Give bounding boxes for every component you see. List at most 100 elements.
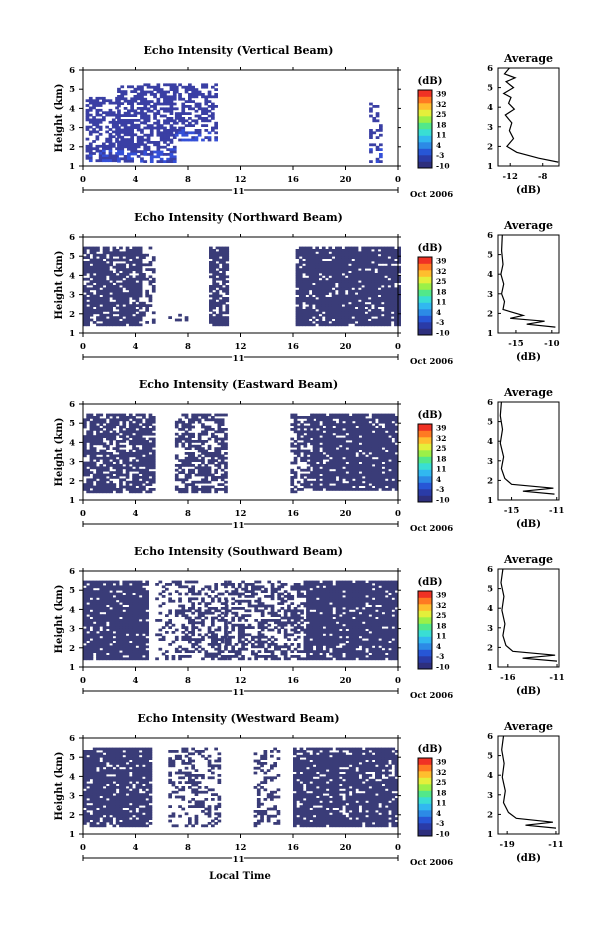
heatmap-cell (201, 119, 205, 123)
heatmap-cell (105, 159, 109, 163)
heatmap-cell (215, 282, 220, 286)
heatmap-cell (354, 287, 359, 291)
heatmap-cell (168, 316, 172, 319)
heatmap-cell (88, 147, 93, 151)
heatmap-cell (204, 430, 209, 434)
colorbar-swatch (418, 148, 432, 156)
heatmap-cell (197, 447, 202, 450)
heatmap-cell (371, 444, 376, 448)
heatmap-cell (132, 604, 136, 608)
heatmap-cell (174, 107, 179, 111)
heatmap-cell (132, 442, 136, 446)
heatmap-cell (89, 435, 94, 438)
date-label: Oct 2006 (410, 524, 453, 534)
heatmap-cell (358, 311, 362, 315)
heatmap-cell (212, 275, 216, 279)
heatmap-cell (98, 159, 103, 163)
heatmap-cell (303, 425, 308, 429)
heatmap-cell (83, 418, 87, 422)
heatmap-cell (218, 304, 223, 307)
heatmap-cell (156, 109, 161, 113)
heatmap-cell (338, 476, 343, 479)
heatmap-cell (332, 447, 337, 450)
heatmap-cell (92, 261, 97, 264)
heatmap-cell (345, 437, 350, 441)
heatmap-cell (125, 304, 130, 307)
heatmap-cell (117, 147, 121, 151)
heatmap-cell (303, 437, 308, 441)
heatmap-cell (130, 157, 134, 161)
heatmap-cell (106, 282, 110, 286)
heatmap-cell (352, 442, 356, 446)
heatmap-cell (117, 97, 121, 101)
heatmap-cell (384, 480, 389, 484)
heatmap-cell (380, 258, 385, 262)
heatmap-cell (338, 440, 343, 443)
heatmap-cell (123, 99, 128, 103)
heatmap-cell (197, 444, 202, 448)
heatmap-cell (306, 440, 311, 443)
heatmap-cell (132, 249, 136, 252)
colorbar-swatch (418, 443, 432, 451)
heatmap-cell (305, 287, 310, 291)
heatmap-cell (89, 423, 94, 426)
heatmap-cell (212, 280, 216, 283)
heatmap-cell (142, 304, 146, 307)
heatmap-cell (92, 590, 97, 593)
heatmap-cell (99, 480, 104, 484)
heatmap-cell (319, 452, 323, 455)
heatmap-cell (169, 88, 174, 91)
heatmap-cell (201, 468, 205, 472)
heatmap-cell (290, 478, 295, 482)
heatmap-cell (335, 452, 340, 455)
heatmap-cell (197, 437, 202, 441)
avg-y-tick-label: 5 (487, 418, 493, 428)
heatmap-cell (348, 488, 353, 491)
heatmap-cell (335, 488, 340, 491)
heatmap-cell (352, 416, 356, 419)
heatmap-cell (142, 301, 146, 305)
heatmap-cell (99, 619, 104, 622)
heatmap-cell (298, 299, 303, 303)
heatmap-cell (308, 313, 313, 317)
heatmap-cell (391, 416, 396, 419)
heatmap-cell (364, 309, 369, 312)
heatmap-cell (125, 277, 130, 281)
heatmap-cell (140, 95, 144, 98)
heatmap-cell (86, 449, 90, 453)
heatmap-cell (378, 449, 382, 453)
heatmap-cell (335, 299, 339, 303)
heatmap-cell (128, 306, 133, 310)
heatmap-cell (135, 249, 140, 252)
heatmap-cell (119, 464, 123, 467)
heatmap-cell (83, 449, 87, 453)
heatmap-cell (128, 261, 133, 264)
heatmap-cell (151, 287, 156, 291)
heatmap-cell (188, 459, 192, 462)
heatmap-cell (354, 246, 359, 250)
heatmap-cell (169, 102, 174, 106)
heatmap-cell (142, 423, 146, 426)
heatmap-cell (135, 583, 140, 586)
heatmap-cell (355, 432, 359, 436)
heatmap-cell (319, 432, 323, 436)
heatmap-cell (214, 447, 218, 450)
heatmap-cell (354, 280, 359, 283)
heatmap-cell (188, 609, 192, 613)
heatmap-cell (125, 468, 130, 472)
heatmap-cell (225, 311, 230, 315)
heatmap-cell (201, 490, 205, 494)
heatmap-cell (312, 432, 317, 436)
heatmap-cell (98, 108, 103, 112)
heatmap-cell (148, 449, 153, 453)
heatmap-cell (387, 321, 392, 324)
heatmap-cell (188, 105, 192, 108)
heatmap-cell (197, 93, 202, 96)
heatmap-cell (108, 101, 113, 105)
heatmap-cell (361, 301, 365, 305)
heatmap-cell (338, 265, 342, 269)
heatmap-cell (174, 440, 179, 443)
heatmap-cell (369, 148, 373, 151)
heatmap-cell (209, 249, 213, 252)
heatmap-cell (128, 430, 133, 434)
